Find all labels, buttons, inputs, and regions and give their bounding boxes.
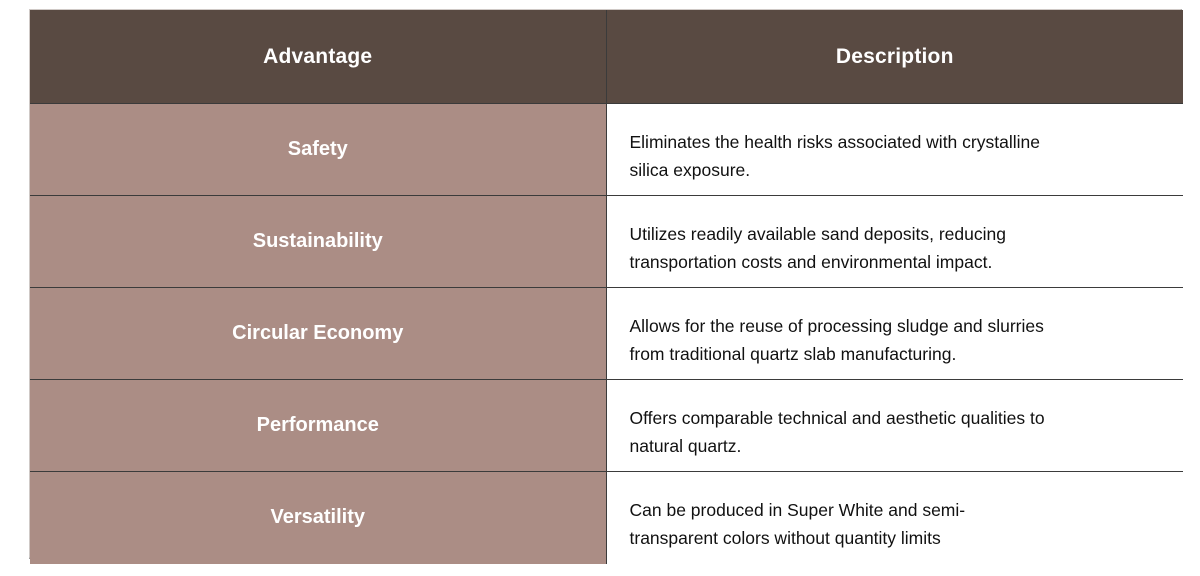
table-row: Versatility Can be produced in Super Whi… bbox=[30, 471, 1183, 564]
table-row: Sustainability Utilizes readily availabl… bbox=[30, 195, 1183, 288]
advantages-table-frame: Advantage Description Safety Eliminates … bbox=[29, 9, 1183, 564]
column-header-description: Description bbox=[606, 10, 1183, 104]
advantage-cell-circular-economy: Circular Economy bbox=[30, 287, 607, 380]
description-cell-safety: Eliminates the health risks associated w… bbox=[606, 103, 1183, 196]
advantage-cell-sustainability: Sustainability bbox=[30, 195, 607, 288]
description-cell-circular-economy: Allows for the reuse of processing sludg… bbox=[606, 287, 1183, 380]
advantage-cell-versatility: Versatility bbox=[30, 471, 607, 564]
advantage-cell-safety: Safety bbox=[30, 103, 607, 196]
description-cell-versatility: Can be produced in Super White and semi-… bbox=[606, 471, 1183, 564]
header-row: Advantage Description bbox=[30, 10, 1183, 104]
advantage-cell-performance: Performance bbox=[30, 379, 607, 472]
table-row: Circular Economy Allows for the reuse of… bbox=[30, 287, 1183, 380]
description-cell-sustainability: Utilizes readily available sand deposits… bbox=[606, 195, 1183, 288]
description-cell-performance: Offers comparable technical and aestheti… bbox=[606, 379, 1183, 472]
column-header-advantage: Advantage bbox=[30, 10, 607, 104]
table-row: Safety Eliminates the health risks assoc… bbox=[30, 103, 1183, 196]
advantages-table: Advantage Description Safety Eliminates … bbox=[30, 10, 1183, 564]
table-row: Performance Offers comparable technical … bbox=[30, 379, 1183, 472]
